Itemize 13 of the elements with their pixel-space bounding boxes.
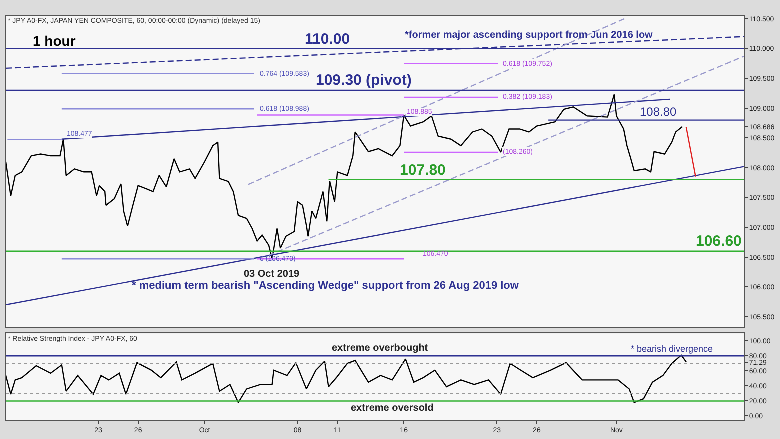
annotation: 03 Oct 2019 (244, 269, 300, 280)
line-series (6, 354, 688, 404)
annotation: *former major ascending support from Jun 2016 low (405, 30, 654, 41)
annotation: 109.30 (pivot) (316, 72, 412, 89)
annotation: 110.00 (305, 31, 350, 48)
annotation: extreme oversold (351, 403, 434, 414)
annotation: 1 hour (33, 33, 76, 49)
annotation: 108.80 (640, 105, 678, 119)
annotation: * medium term bearish "Ascending Wedge" support from 26 Aug 2019 low (132, 280, 520, 292)
annotation: * bearish divergence (631, 344, 714, 354)
annotation: extreme overbought (332, 343, 429, 354)
annotation: 107.80 (400, 162, 446, 179)
annotation: 106.60 (696, 233, 742, 250)
